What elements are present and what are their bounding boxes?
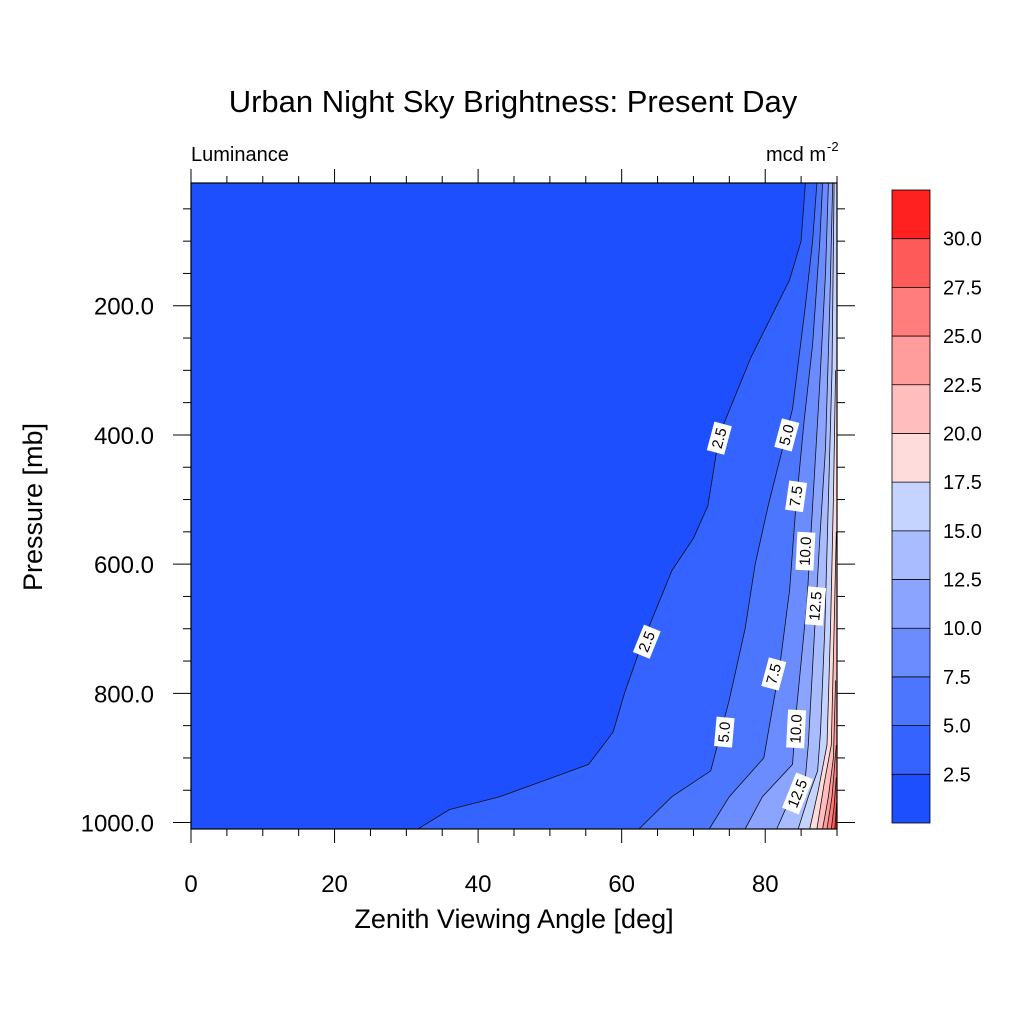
- contour-line-22.5: [822, 680, 836, 830]
- contour-line-15: [797, 182, 835, 830]
- contour-line-25: [826, 744, 837, 830]
- colorbar-box: [892, 336, 930, 385]
- contour-fill-15: [798, 183, 837, 829]
- contour-fill-2.5: [417, 183, 837, 829]
- contour-labels: 2.52.55.05.07.57.510.010.012.512.5: [632, 418, 827, 815]
- colorbar-frame: [891, 189, 931, 824]
- chart-title: Urban Night Sky Brightness: Present Day: [229, 84, 798, 119]
- colorbar-label: 10.0: [943, 618, 982, 640]
- y-tick-label: 200.0: [94, 294, 154, 321]
- colorbar-label: 12.5: [943, 570, 982, 592]
- contour-line-27.5: [830, 777, 837, 830]
- colorbar-box: [892, 774, 930, 823]
- x-tick-label: 0: [184, 871, 197, 898]
- colorbar-box: [892, 482, 930, 531]
- left-subtitle: Luminance: [191, 144, 289, 166]
- colorbar-label: 15.0: [943, 521, 982, 543]
- colorbar-box: [892, 579, 930, 629]
- contour-fills: [191, 183, 837, 829]
- x-tick-label: 80: [752, 871, 779, 898]
- colorbar-label: 25.0: [943, 326, 982, 348]
- colorbar-box: [892, 238, 930, 288]
- contour-fill-17.5: [809, 370, 837, 829]
- contour-line-5: [638, 182, 818, 830]
- y-tick-label: 400.0: [94, 423, 154, 450]
- colorbar-label: 7.5: [943, 667, 971, 689]
- contour-fill-12.5: [776, 183, 837, 829]
- contour-label-text: 7.5: [763, 662, 785, 687]
- contour-label-8: 12.5: [804, 586, 827, 626]
- contour-line-30: [834, 803, 837, 830]
- colorbar-label: 5.0: [943, 716, 971, 738]
- axis-ticks: [173, 169, 855, 843]
- contour-label-0: 2.5: [706, 421, 732, 455]
- contour-line-20: [816, 531, 837, 830]
- contour-line-2.5: [417, 182, 806, 830]
- contour-label-2: 5.0: [774, 418, 800, 452]
- colorbar-box: [892, 725, 930, 775]
- y-axis-label: Pressure [mb]: [18, 423, 48, 591]
- contour-line-17.5: [809, 370, 836, 830]
- y-tick-label: 600.0: [94, 552, 154, 579]
- contour-label-text: 10.0: [787, 714, 806, 744]
- contour-label-7: 10.0: [786, 709, 807, 749]
- colorbar-box: [892, 433, 930, 483]
- contour-label-text: 10.0: [797, 536, 816, 566]
- axis-tick-labels: 0 20 40 60 80 200.0 400.0 600.0 800.0 1000.0: [81, 294, 779, 898]
- contour-label-text: 12.5: [806, 591, 825, 622]
- contour-label-5: 7.5: [761, 657, 787, 691]
- colorbar: 2.5 5.0 7.5 10.0 12.5 15.0 17.5 20.0 22.5 25.0 27.…: [891, 189, 982, 824]
- colorbar-box: [892, 676, 930, 726]
- colorbar-label: 2.5: [943, 764, 971, 786]
- colorbar-box: [892, 190, 930, 239]
- colorbar-label: 27.5: [943, 277, 982, 299]
- contour-label-1: 2.5: [632, 624, 661, 659]
- right-subtitle-superscript: -2: [827, 139, 839, 154]
- contour-label-3: 5.0: [714, 716, 735, 748]
- colorbar-label: 17.5: [943, 472, 982, 494]
- y-tick-label: 1000.0: [81, 811, 154, 838]
- x-tick-label: 20: [321, 871, 348, 898]
- contour-line-7.5: [708, 182, 823, 830]
- y-tick-label: 800.0: [94, 681, 154, 708]
- contour-label-4: 7.5: [785, 480, 808, 513]
- colorbar-box: [892, 628, 930, 677]
- x-tick-label: 60: [608, 871, 635, 898]
- right-subtitle: mcd m: [766, 144, 826, 166]
- colorbar-box: [892, 384, 930, 434]
- colorbar-label: 20.0: [943, 423, 982, 445]
- colorbar-label: 22.5: [943, 375, 982, 397]
- colorbar-label: 30.0: [943, 229, 982, 251]
- contour-label-text: 5.0: [715, 721, 734, 743]
- x-tick-label: 40: [465, 871, 492, 898]
- contour-label-text: 2.5: [709, 426, 731, 451]
- contour-fill-20: [816, 531, 837, 829]
- contour-label-text: 5.0: [776, 423, 798, 448]
- colorbar-box: [892, 287, 930, 337]
- x-axis-label: Zenith Viewing Angle [deg]: [354, 904, 673, 934]
- contour-label-text: 7.5: [787, 485, 807, 508]
- contour-label-text: 2.5: [635, 629, 659, 655]
- contour-label-6: 10.0: [795, 531, 816, 571]
- colorbar-box: [892, 530, 930, 580]
